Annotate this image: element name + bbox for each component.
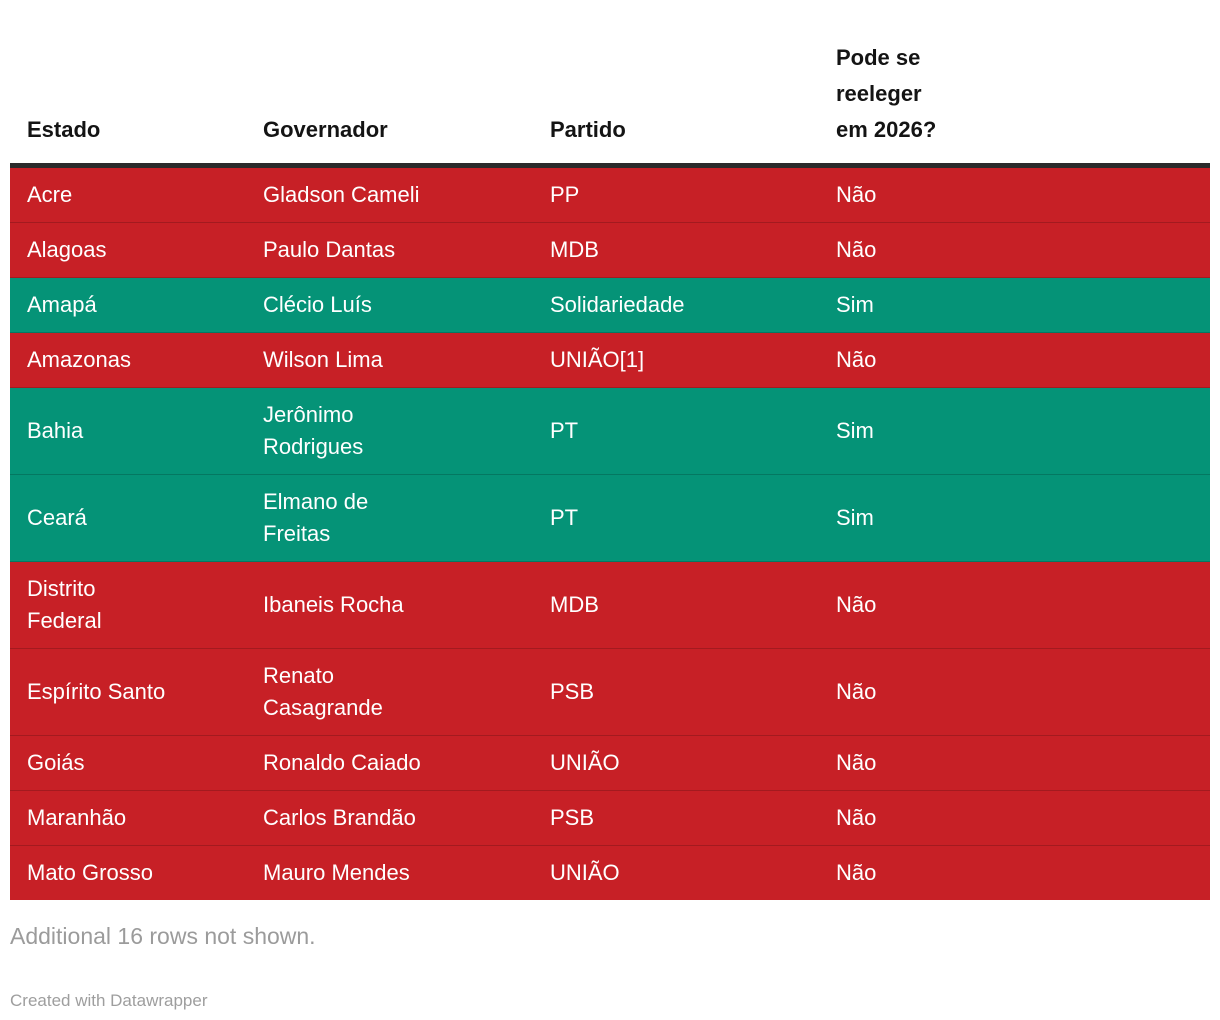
table-row: Amazonas Wilson Lima UNIÃO[1] Não xyxy=(10,332,1210,388)
datawrapper-attribution-link[interactable]: Created with Datawrapper xyxy=(10,991,208,1010)
cell-partido: PT xyxy=(533,387,819,475)
cell-reeleger: Não xyxy=(819,845,1210,900)
cell-partido: MDB xyxy=(533,561,819,649)
cell-reeleger: Não xyxy=(819,222,1210,278)
cell-partido: PSB xyxy=(533,790,819,846)
cell-governador: Elmano de Freitas xyxy=(246,474,533,562)
cell-reeleger: Não xyxy=(819,561,1210,649)
cell-estado: Amapá xyxy=(10,277,246,333)
cell-partido: MDB xyxy=(533,222,819,278)
cell-reeleger: Não xyxy=(819,790,1210,846)
cell-estado: Distrito Federal xyxy=(10,561,246,649)
cell-partido: PT xyxy=(533,474,819,562)
cell-governador: Wilson Lima xyxy=(246,332,533,388)
cell-governador: Clécio Luís xyxy=(246,277,533,333)
cell-governador: Ronaldo Caiado xyxy=(246,735,533,791)
column-header-reeleger: Pode se reeleger em 2026? xyxy=(819,0,1210,168)
table-row: Acre Gladson Cameli PP Não xyxy=(10,165,1210,223)
table-row: Mato Grosso Mauro Mendes UNIÃO Não xyxy=(10,845,1210,900)
governors-table: Estado Governador Partido Pode se reeleg… xyxy=(10,0,1210,900)
table-row: Bahia Jerônimo Rodrigues PT Sim xyxy=(10,387,1210,475)
truncation-note: Additional 16 rows not shown. xyxy=(10,923,316,949)
table-header: Estado Governador Partido Pode se reeleg… xyxy=(10,0,1210,168)
table-body: Acre Gladson Cameli PP Não Alagoas Paulo… xyxy=(10,165,1210,900)
cell-reeleger: Não xyxy=(836,182,877,207)
cell-partido: PSB xyxy=(533,648,819,736)
cell-reeleger: Não xyxy=(819,648,1210,736)
cell-partido: UNIÃO[1] xyxy=(533,332,819,388)
header-row: Estado Governador Partido Pode se reeleg… xyxy=(10,0,1210,168)
cell-reeleger: Sim xyxy=(819,474,1210,562)
cell-estado: Goiás xyxy=(10,735,246,791)
cell-governador: Jerônimo Rodrigues xyxy=(246,387,533,475)
cell-governador: Renato Casagrande xyxy=(246,648,533,736)
cell-reeleger: Sim xyxy=(819,277,1210,333)
table-row: Goiás Ronaldo Caiado UNIÃO Não xyxy=(10,735,1210,791)
cell-estado: Ceará xyxy=(10,474,246,562)
table-row: Amapá Clécio Luís Solidariedade Sim xyxy=(10,277,1210,333)
cell-estado: Amazonas xyxy=(10,332,246,388)
cell-governador: Carlos Brandão xyxy=(246,790,533,846)
cell-partido: UNIÃO xyxy=(533,845,819,900)
table-row: Alagoas Paulo Dantas MDB Não xyxy=(10,222,1210,278)
cell-estado: Bahia xyxy=(10,387,246,475)
cell-estado: Alagoas xyxy=(10,222,246,278)
cell-estado: Mato Grosso xyxy=(10,845,246,900)
cell-partido: Solidariedade xyxy=(533,277,819,333)
table-row: Distrito Federal Ibaneis Rocha MDB Não xyxy=(10,561,1210,649)
table-row: Maranhão Carlos Brandão PSB Não xyxy=(10,790,1210,846)
table-row: Espírito Santo Renato Casagrande PSB Não xyxy=(10,648,1210,736)
cell-estado: Acre xyxy=(27,182,73,207)
cell-reeleger: Não xyxy=(819,735,1210,791)
cell-governador: Paulo Dantas xyxy=(246,222,533,278)
table-row: Ceará Elmano de Freitas PT Sim xyxy=(10,474,1210,562)
cell-governador: Mauro Mendes xyxy=(246,845,533,900)
cell-estado: Maranhão xyxy=(10,790,246,846)
column-header-estado: Estado xyxy=(10,0,246,168)
column-header-partido: Partido xyxy=(533,0,819,168)
cell-governador: Gladson Cameli xyxy=(263,182,420,207)
cell-governador: Ibaneis Rocha xyxy=(246,561,533,649)
cell-partido: PP xyxy=(550,182,580,207)
column-header-governador: Governador xyxy=(246,0,533,168)
cell-reeleger: Sim xyxy=(819,387,1210,475)
governors-table-container: Estado Governador Partido Pode se reeleg… xyxy=(10,0,1210,900)
cell-estado: Espírito Santo xyxy=(10,648,246,736)
cell-partido: UNIÃO xyxy=(533,735,819,791)
cell-reeleger: Não xyxy=(819,332,1210,388)
